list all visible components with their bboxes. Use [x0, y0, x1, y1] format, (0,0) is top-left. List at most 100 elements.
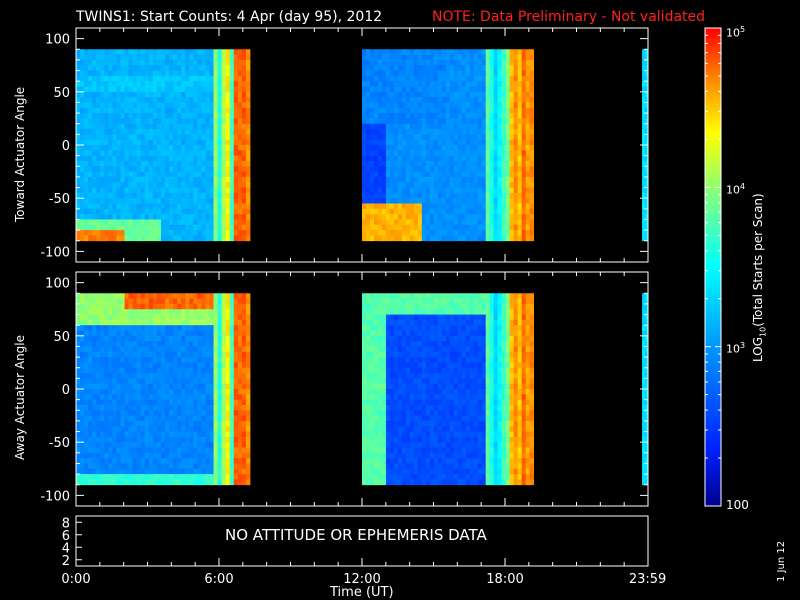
- heatmap-cell: [213, 65, 219, 71]
- heatmap-cell: [160, 107, 166, 114]
- heatmap-cell: [132, 399, 138, 406]
- heatmap-cell: [173, 176, 178, 183]
- heatmap-cell: [362, 65, 367, 71]
- heatmap-cell: [405, 230, 411, 236]
- heatmap-cell: [245, 107, 251, 114]
- heatmap-cell: [409, 176, 415, 183]
- heatmap-cell: [241, 113, 247, 119]
- heatmap-cell: [373, 198, 379, 204]
- heatmap-cell: [92, 70, 97, 77]
- heatmap-cell: [132, 330, 138, 337]
- heatmap-cell: [80, 155, 85, 162]
- heatmap-cell: [433, 187, 439, 194]
- heatmap-cell: [425, 129, 431, 135]
- heatmap-cell: [209, 65, 214, 71]
- heatmap-cell: [193, 219, 198, 226]
- heatmap-cell: [509, 187, 515, 194]
- heatmap-cell: [80, 171, 85, 178]
- heatmap-cell: [132, 129, 138, 135]
- heatmap-cell: [108, 65, 113, 71]
- heatmap-cell: [501, 235, 507, 242]
- heatmap-cell: [469, 166, 475, 172]
- heatmap-cell: [84, 166, 89, 172]
- heatmap-cell: [241, 452, 247, 459]
- heatmap-cell: [96, 208, 101, 215]
- heatmap-cell: [100, 341, 105, 347]
- heatmap-cell: [205, 86, 210, 93]
- heatmap-cell: [132, 192, 138, 199]
- heatmap-cell: [513, 91, 519, 98]
- heatmap-cell: [221, 404, 227, 411]
- heatmap-cell: [76, 319, 81, 326]
- heatmap-cell: [429, 214, 435, 220]
- heatmap-cell: [201, 224, 206, 231]
- heatmap-cell: [136, 70, 142, 77]
- heatmap-cell: [136, 420, 142, 427]
- heatmap-cell: [189, 118, 194, 125]
- heatmap-cell: [497, 224, 503, 231]
- heatmap-cell: [433, 171, 439, 178]
- heatmap-cell: [642, 91, 646, 98]
- heatmap-cell: [241, 346, 247, 353]
- heatmap-cell: [96, 219, 101, 226]
- heatmap-cell: [209, 166, 214, 172]
- heatmap-cell: [237, 367, 243, 374]
- heatmap-cell: [429, 65, 435, 71]
- heatmap-cell: [405, 91, 411, 98]
- heatmap-cell: [493, 145, 499, 151]
- heatmap-cell: [108, 214, 113, 220]
- heatmap-cell: [96, 214, 101, 220]
- heatmap-cell: [362, 160, 367, 167]
- heatmap-cell: [413, 118, 419, 125]
- heatmap-cell: [493, 160, 499, 167]
- heatmap-cell: [92, 468, 97, 475]
- heatmap-cell: [100, 118, 105, 125]
- heatmap-cell: [209, 102, 214, 109]
- heatmap-cell: [477, 118, 483, 125]
- heatmap-cell: [160, 134, 166, 141]
- heatmap-cell: [362, 383, 367, 390]
- heatmap-cell: [169, 303, 174, 310]
- heatmap-cell: [429, 113, 435, 119]
- heatmap-cell: [201, 325, 206, 331]
- heatmap-cell: [152, 166, 158, 172]
- heatmap-cell: [165, 129, 170, 135]
- heatmap-cell: [369, 346, 375, 353]
- heatmap-cell: [96, 102, 101, 109]
- heatmap-cell: [152, 160, 158, 167]
- heatmap-cell: [88, 346, 93, 353]
- heatmap-cell: [221, 75, 227, 82]
- heatmap-cell: [229, 176, 235, 183]
- heatmap-cell: [205, 134, 210, 141]
- heatmap-cell: [76, 367, 81, 374]
- heatmap-cell: [160, 54, 166, 61]
- heatmap-cell: [477, 155, 483, 162]
- heatmap-cell: [217, 155, 223, 162]
- heatmap-cell: [429, 97, 435, 103]
- heatmap-cell: [377, 447, 383, 454]
- heatmap-cell: [100, 235, 105, 242]
- heatmap-cell: [152, 362, 158, 369]
- heatmap-cell: [373, 394, 379, 401]
- heatmap-cell: [152, 341, 158, 347]
- heatmap-cell: [525, 208, 531, 215]
- heatmap-cell: [229, 346, 235, 353]
- heatmap-cell: [128, 102, 134, 109]
- heatmap-cell: [88, 118, 93, 125]
- heatmap-cell: [181, 447, 186, 454]
- heatmap-cell: [156, 155, 162, 162]
- heatmap-cell: [497, 139, 503, 146]
- heatmap-cell: [437, 160, 443, 167]
- heatmap-cell: [421, 107, 427, 114]
- heatmap-cell: [173, 49, 178, 55]
- heatmap-cell: [221, 351, 227, 358]
- heatmap-cell: [373, 155, 379, 162]
- heatmap-cell: [365, 479, 371, 486]
- heatmap-cell: [509, 208, 515, 215]
- heatmap-cell: [116, 447, 121, 454]
- heatmap-cell: [429, 187, 435, 194]
- heatmap-cell: [165, 235, 170, 242]
- heatmap-cell: [156, 166, 162, 172]
- heatmap-cell: [401, 176, 407, 183]
- heatmap-cell: [156, 404, 162, 411]
